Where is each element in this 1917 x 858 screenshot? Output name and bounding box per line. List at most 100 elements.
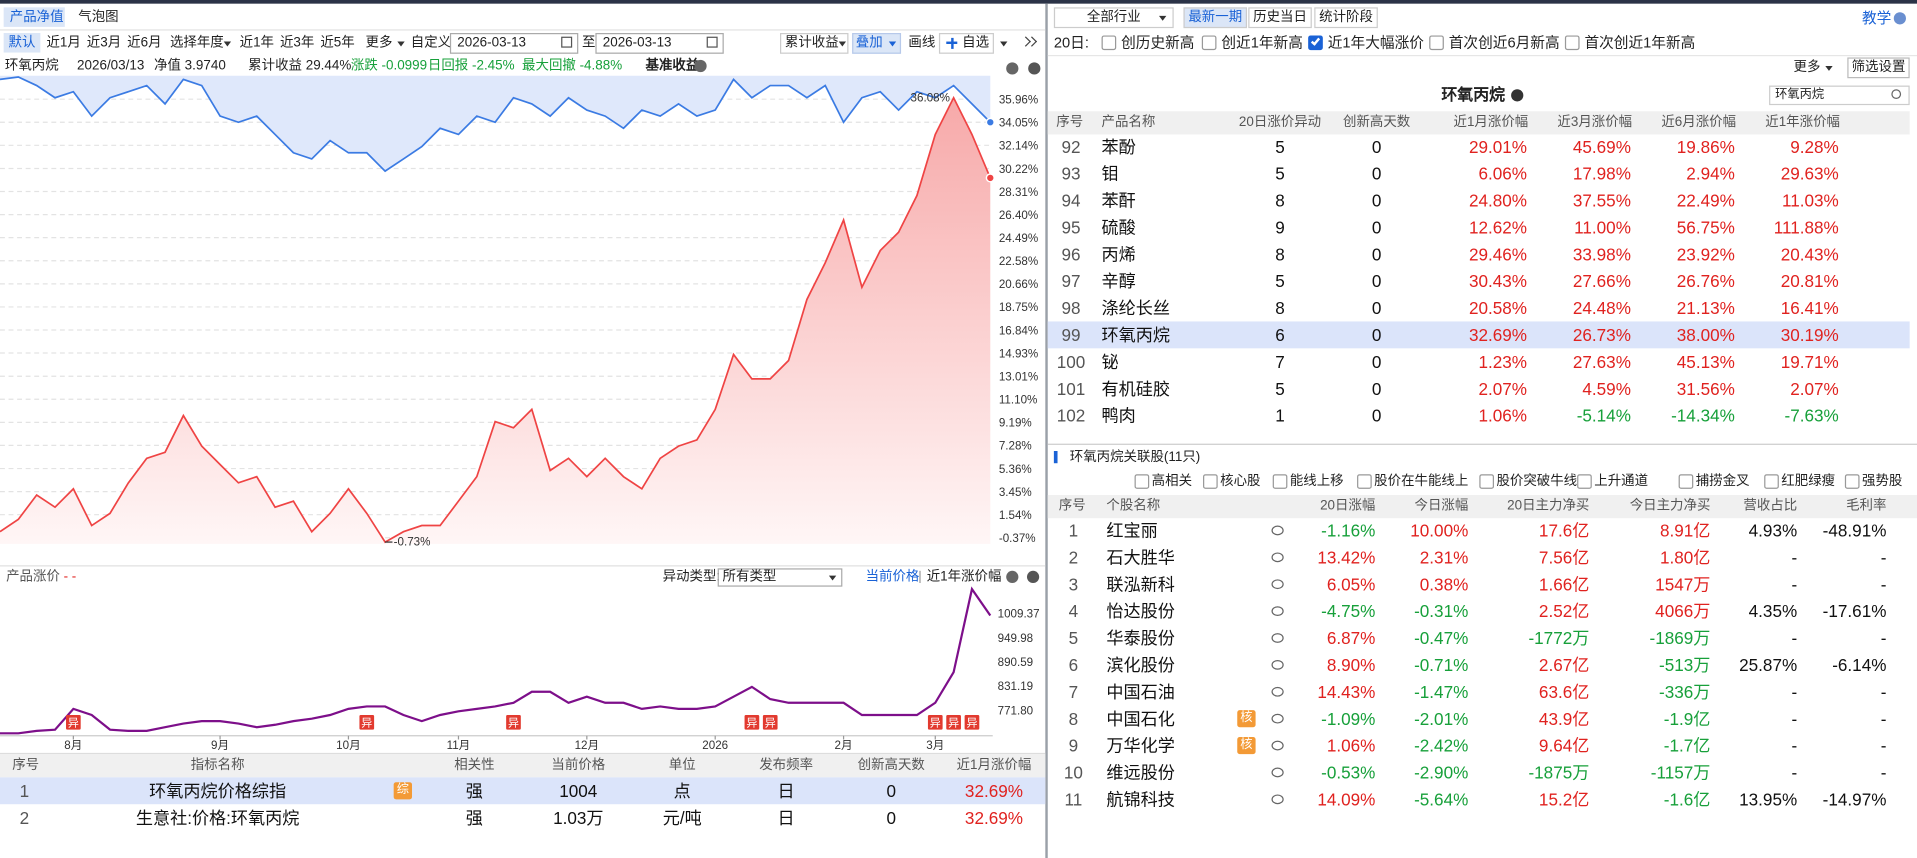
filter-value[interactable]: 所有类型 [722,569,777,585]
range-button[interactable]: 近1月 [46,35,81,51]
view-icon[interactable] [1271,794,1284,805]
checkbox[interactable] [1577,474,1592,489]
checkbox[interactable] [1201,35,1217,51]
filter-label[interactable]: 强势股 [1861,474,1903,489]
cell: 0 [886,807,897,828]
tab-bg[interactable] [1314,7,1378,29]
checkbox[interactable] [1308,35,1323,51]
help[interactable]: 教学 [1861,9,1892,27]
button[interactable] [1847,57,1910,79]
tab[interactable]: 产品净值 [9,9,64,25]
icon[interactable] [1511,89,1524,102]
select[interactable] [1053,7,1174,29]
checkbox[interactable] [1272,474,1288,489]
tool-button[interactable]: 画线 [908,35,936,51]
filter-label[interactable]: 创历史新高 [1121,34,1195,52]
cell: 铋 [1101,351,1119,372]
icon[interactable] [694,59,707,73]
view-icon[interactable] [1271,633,1284,643]
industry[interactable]: 全部行业 [1086,9,1141,25]
filter-label[interactable]: 股价在牛能线上 [1374,474,1469,489]
cell: 2 [1068,547,1079,568]
checkbox[interactable] [1357,474,1372,489]
icon[interactable] [1006,570,1019,583]
area [0,75,991,172]
cell: - [1791,681,1798,702]
link[interactable]: 近1年涨价幅 [926,569,1002,585]
y-tick-label: 14.93% [999,347,1038,360]
cell: 63.6亿 [1538,681,1590,702]
table-top-line [0,752,1046,755]
range-button[interactable]: 近5年 [320,35,355,51]
cell: 1004 [559,780,598,801]
icon[interactable] [1026,570,1040,583]
tool-btn-active[interactable] [852,32,902,54]
checkbox[interactable] [1101,35,1117,51]
tab[interactable]: 气泡图 [78,9,119,25]
more[interactable]: 更多 [1793,59,1821,75]
checkbox[interactable] [1203,474,1218,489]
checkbox[interactable] [1429,35,1444,51]
range-button[interactable]: 近6月 [127,35,162,51]
select[interactable] [717,568,843,587]
view-icon[interactable] [1271,606,1284,616]
date-input[interactable] [449,32,579,54]
tab-bg[interactable] [1183,7,1248,29]
range-button[interactable]: 选择年度 [169,35,224,51]
close-icon[interactable] [1028,62,1041,75]
cell: -14.97% [1822,789,1887,810]
view-icon[interactable] [1271,552,1284,563]
tab[interactable]: 最新一期 [1188,9,1243,25]
range-button[interactable]: 默认 [8,35,36,51]
view-icon[interactable] [1271,740,1284,751]
tool-btn[interactable] [938,32,994,54]
icon[interactable] [1006,62,1019,75]
cell: 丙烯 [1101,244,1136,264]
filter-label[interactable]: 捕捞金叉 [1695,474,1750,489]
cell: -1.9亿 [1663,708,1711,729]
icon[interactable] [1893,12,1907,25]
cell: 0 [1371,378,1382,399]
link[interactable]: 当前价格 [865,569,920,585]
range-button[interactable]: 近3年 [279,35,315,51]
date-input[interactable] [595,32,724,54]
checkbox[interactable] [1764,474,1779,489]
range-button[interactable]: 更多 [365,35,393,51]
view-icon[interactable] [1271,686,1284,697]
settings[interactable]: 筛选设置 [1851,59,1906,75]
range-button[interactable]: 近1年 [239,35,275,51]
tool-btn[interactable] [780,32,849,54]
view-icon[interactable] [1271,525,1284,536]
tool-button[interactable]: 自选 [962,35,990,51]
range-button[interactable]: 自定义 [410,35,452,51]
filter-label[interactable]: 上升通道 [1594,474,1649,489]
view-icon[interactable] [1271,659,1284,670]
search-box[interactable] [1769,85,1910,106]
tab[interactable]: 统计阶段 [1319,9,1373,25]
cell: 22.49% [1676,190,1735,211]
cell: 11 [1064,789,1083,810]
view-icon[interactable] [1271,713,1284,724]
range-button[interactable]: 近3月 [86,35,122,51]
checkbox[interactable] [1844,474,1860,489]
filter-label[interactable]: 首次创近1年新高 [1584,34,1696,52]
tab[interactable]: 历史当日 [1253,9,1307,25]
filter-label[interactable]: 近1年大幅涨价 [1327,34,1424,52]
tool-button[interactable]: 累计收益 [784,35,839,51]
filter-label[interactable]: 创近1年新高 [1221,34,1303,52]
cell: 111.88% [1773,217,1839,238]
checkbox[interactable] [1678,474,1694,489]
filter-label[interactable]: 高相关 [1151,474,1193,489]
filter-label[interactable]: 首次创近6月新高 [1448,34,1560,52]
view-icon[interactable] [1271,579,1284,590]
filter-label[interactable]: 红肥绿瘦 [1781,474,1836,489]
checkbox[interactable] [1564,35,1580,51]
tool-button[interactable]: 叠加 [855,35,883,51]
view-icon[interactable] [1271,767,1284,778]
filter-label[interactable]: 核心股 [1220,474,1261,489]
checkbox[interactable] [1134,474,1150,489]
tab-bg[interactable] [1248,7,1312,29]
filter-label[interactable]: 股价突破牛线 [1496,474,1578,489]
filter-label[interactable]: 能线上移 [1289,474,1344,489]
checkbox[interactable] [1479,474,1494,489]
